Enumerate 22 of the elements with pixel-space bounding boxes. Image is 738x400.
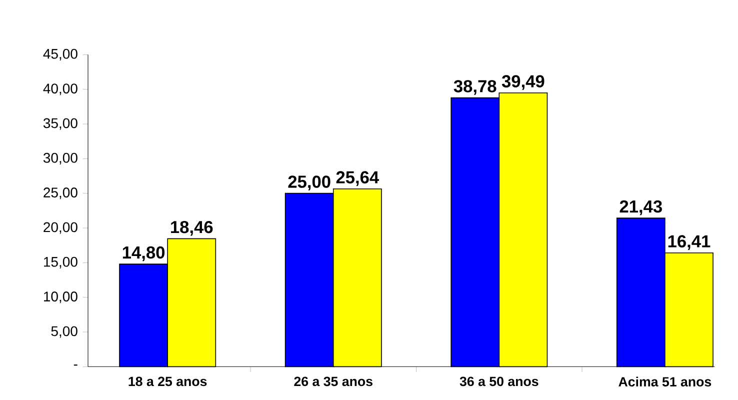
y-tick-label: 15,00 [44,256,78,268]
data-label: 21,43 [620,200,662,216]
x-tick-label: Acima 51 anos [618,376,712,386]
y-tick-label: 30,00 [43,152,78,164]
y-tick-label: - [74,364,78,366]
y-tick-label: 25,00 [44,188,78,200]
y-tick-label: 45,00 [43,48,78,60]
y-tick-label: 40,00 [43,84,78,96]
data-label: 14,80 [122,246,165,262]
y-tick-label: 20,00 [44,222,78,234]
y-tick-label: 35,00 [43,118,78,130]
data-label: 18,46 [171,220,213,236]
x-tick-label: 18 a 25 anos [128,376,207,386]
x-tick-label: 26 a 35 anos [294,376,372,386]
data-label: 16,41 [668,235,710,250]
data-label: 25,64 [336,171,380,186]
y-tick-label: 5,00 [51,326,78,338]
x-tick-label: 36 a 50 anos [460,376,538,386]
data-label: 39,49 [502,75,544,90]
data-label: 25,00 [288,176,330,190]
data-label: 38,78 [454,80,496,95]
y-tick-label: 10,00 [44,292,78,304]
